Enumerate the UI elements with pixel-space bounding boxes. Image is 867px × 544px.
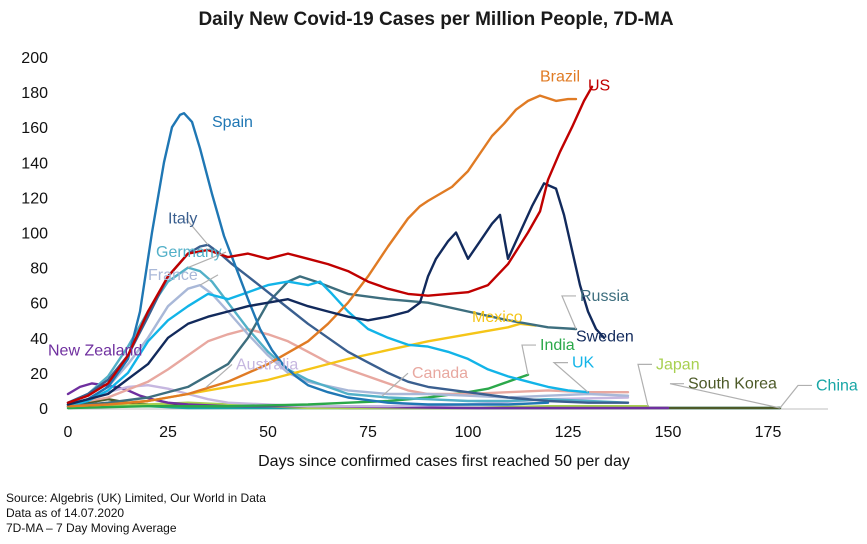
x-tick-label-25: 25 (159, 424, 177, 441)
series-line-germany (66, 266, 630, 404)
series-line-uk (66, 280, 590, 408)
date-note: Data as of 14.07.2020 (6, 506, 125, 520)
series-lines (66, 85, 782, 410)
leader-line-france (199, 274, 219, 286)
y-tick-label-140: 140 (21, 155, 48, 172)
y-axis: 0 20 40 60 80 100 120 140 160 180 200 (21, 50, 48, 418)
x-axis: 0 25 50 75 100 125 150 175 (64, 408, 828, 441)
series-label-australia: Australia (236, 356, 298, 373)
series-label-brazil: Brazil (540, 69, 580, 86)
leader-line-russia (561, 295, 577, 330)
series-line-japan (66, 401, 650, 410)
abbreviation-note: 7D-MA – 7 Day Moving Average (6, 521, 177, 535)
series-label-uk: UK (572, 355, 595, 372)
leader-line-india (521, 344, 536, 375)
x-tick-label-125: 125 (555, 424, 582, 441)
leader-line-china (779, 384, 812, 409)
x-tick-label-50: 50 (259, 424, 277, 441)
series-label-india: India (540, 337, 575, 354)
series-label-mexico: Mexico (472, 309, 523, 326)
line-chart: Daily New Covid-19 Cases per Million Peo… (21, 9, 858, 470)
series-label-south-korea: South Korea (688, 376, 777, 393)
y-tick-label-0: 0 (39, 401, 48, 418)
x-tick-label-175: 175 (755, 424, 782, 441)
series-label-russia: Russia (580, 288, 629, 305)
series-label-new-zealand: New Zealand (48, 342, 142, 359)
series-label-canada: Canada (412, 365, 468, 382)
y-tick-label-20: 20 (30, 366, 48, 383)
x-tick-label-0: 0 (64, 424, 73, 441)
leader-line-south-korea (669, 383, 781, 409)
series-label-china: China (816, 377, 858, 394)
series-line-france (66, 283, 630, 406)
y-tick-label-120: 120 (21, 190, 48, 207)
label-leader-lines (185, 218, 812, 409)
y-tick-label-100: 100 (21, 226, 48, 243)
source-note: Source: Algebris (UK) Limited, Our World… (6, 491, 266, 505)
y-tick-label-80: 80 (30, 261, 48, 278)
leader-line-italy (185, 218, 209, 246)
series-line-us (66, 85, 594, 404)
x-axis-label: Days since confirmed cases first reached… (258, 453, 630, 470)
series-line-spain (66, 112, 550, 406)
chart-notes: Source: Algebris (UK) Limited, Our World… (6, 491, 266, 536)
leader-line-germany (187, 251, 227, 269)
series-label-japan: Japan (656, 356, 700, 373)
series-line-canada (66, 327, 630, 406)
series-label-france: France (148, 267, 198, 284)
y-tick-label-180: 180 (21, 85, 48, 102)
series-label-italy: Italy (168, 211, 197, 228)
series-label-germany: Germany (156, 244, 222, 261)
y-tick-label-200: 200 (21, 50, 48, 67)
series-line-sweden (66, 182, 606, 406)
series-line-india (66, 373, 530, 410)
series-line-brazil (66, 94, 578, 408)
chart-title: Daily New Covid-19 Cases per Million Peo… (198, 9, 673, 30)
y-tick-label-40: 40 (30, 331, 48, 348)
series-labels: Spain Italy US Brazil Russia Germany France Swe… (48, 69, 858, 395)
x-tick-label-75: 75 (359, 424, 377, 441)
leader-line-australia (205, 363, 233, 388)
series-label-sweden: Sweden (576, 328, 634, 345)
y-tick-label-60: 60 (30, 296, 48, 313)
x-tick-label-100: 100 (455, 424, 482, 441)
series-label-spain: Spain (212, 114, 253, 131)
x-tick-label-150: 150 (655, 424, 682, 441)
leader-line-japan (637, 363, 652, 407)
series-line-russia (66, 275, 578, 408)
leader-line-uk (552, 362, 589, 393)
y-tick-label-160: 160 (21, 120, 48, 137)
leader-line-canada (381, 372, 409, 397)
series-label-us: US (588, 77, 610, 94)
